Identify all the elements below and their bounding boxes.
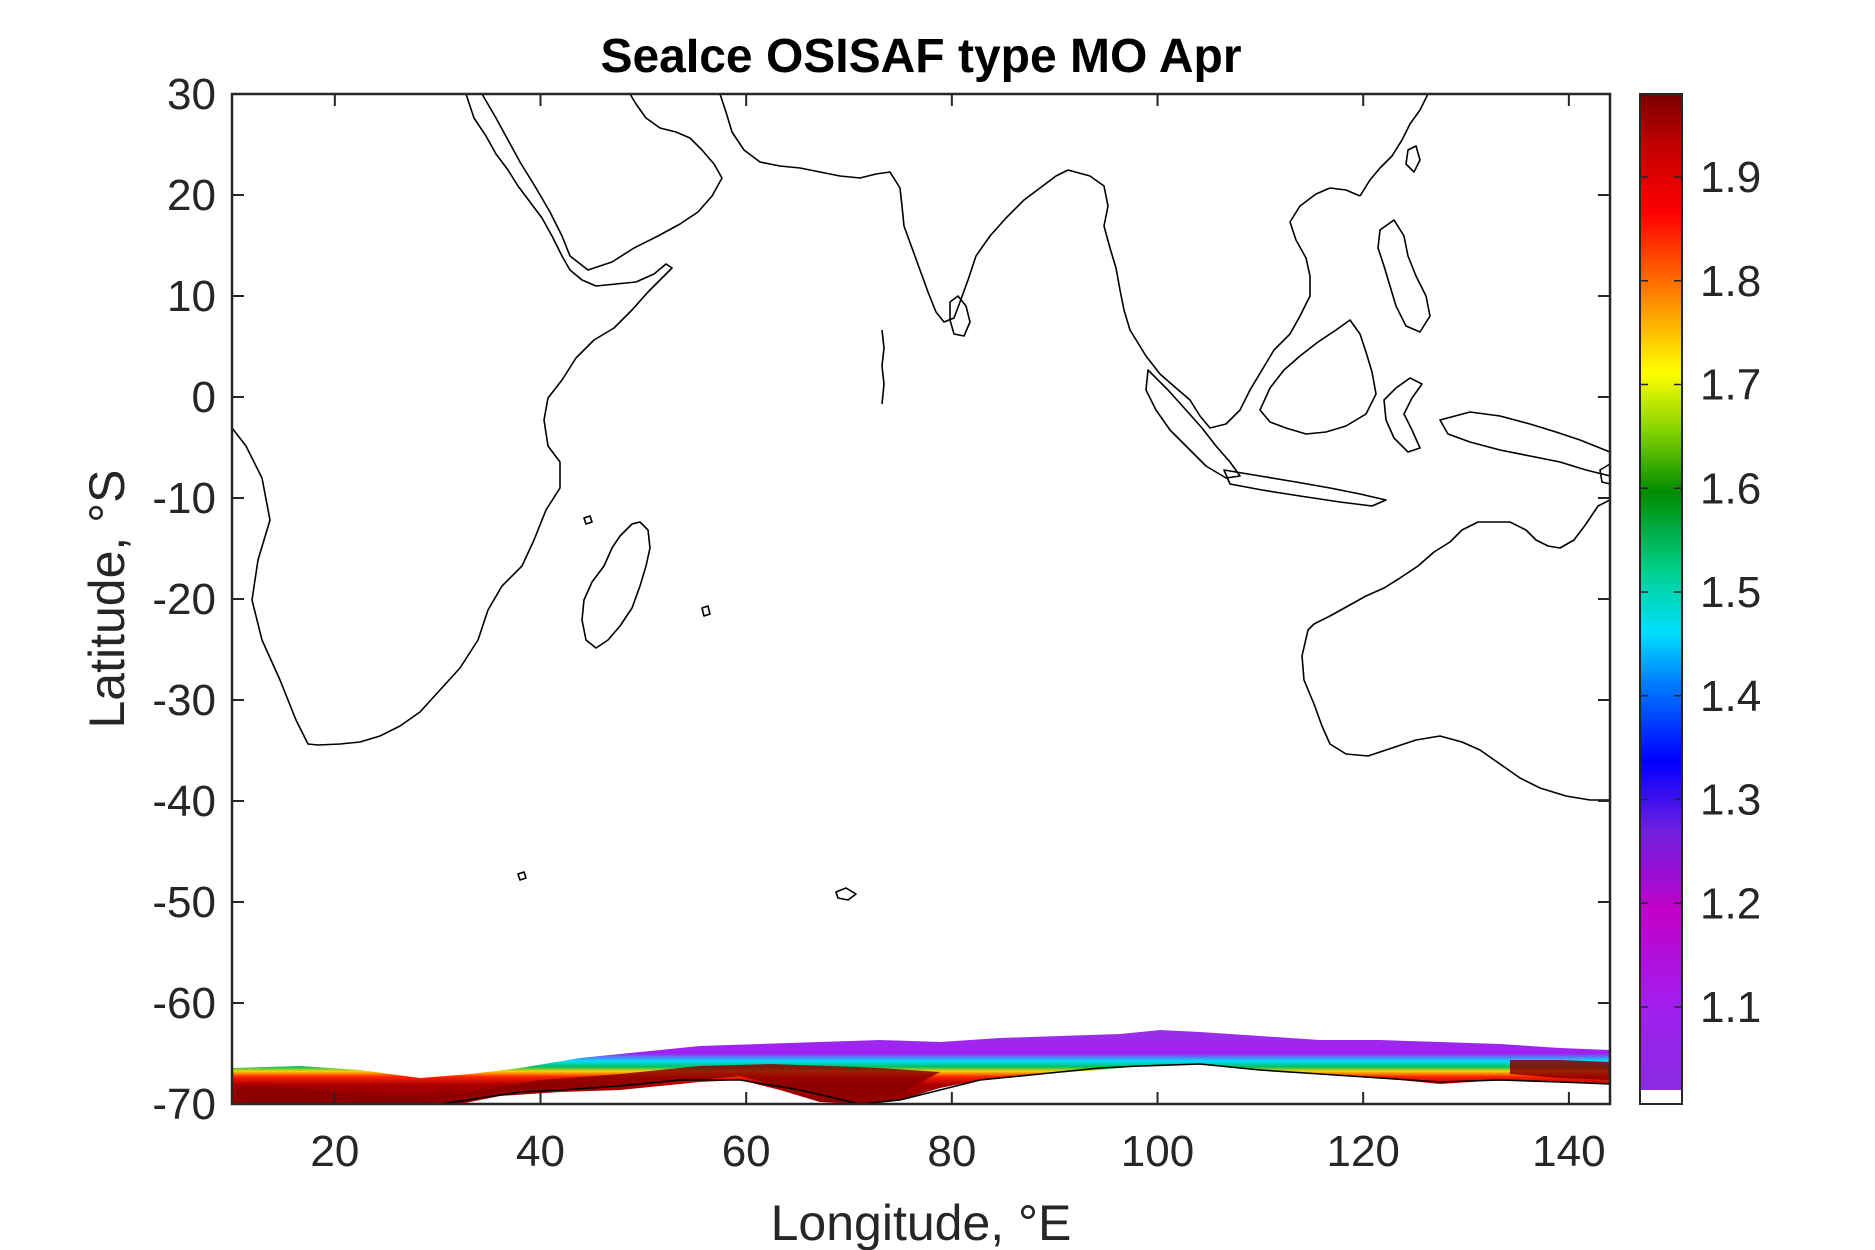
colorbar-tick-label: 1.6 (1700, 464, 1761, 513)
coastline-islands-kerguelen (835, 887, 857, 901)
coastline-islands-crozet (517, 871, 527, 881)
plot-area (232, 94, 1610, 1104)
coastline-newguinea (1439, 411, 1610, 477)
coastline-india (875, 169, 1069, 323)
x-tick-label: 100 (1121, 1127, 1194, 1176)
colorbar-tick-label: 1.5 (1700, 568, 1761, 617)
coastline-seasia (1129, 187, 1361, 429)
x-axis-label: Longitude, °E (771, 1195, 1072, 1250)
coastline-australia (1301, 499, 1610, 801)
coastline-taiwan (1405, 145, 1421, 173)
y-tick-label: 10 (167, 272, 216, 321)
coastline-arabia (481, 94, 723, 271)
y-tick-label: -70 (152, 1080, 216, 1129)
y-tick-label: -60 (152, 979, 216, 1028)
coastline-philippines (1377, 219, 1431, 333)
x-tick-label: 40 (516, 1127, 565, 1176)
colorbar-tick-label: 1.3 (1700, 776, 1761, 825)
y-axis-ticks: 30 20 10 0 -10 -20 -30 -40 -50 -60 -70 (152, 70, 1610, 1129)
colorbar: 1.1 1.2 1.3 1.4 1.5 1.6 1.7 1.8 1.9 (1639, 93, 1761, 1105)
y-tick-label: -30 (152, 676, 216, 725)
coastline-madagascar (581, 521, 651, 649)
sea-ice-core-east (1510, 1060, 1610, 1080)
colorbar-ticks: 1.1 1.2 1.3 1.4 1.5 1.6 1.7 1.8 1.9 (1640, 153, 1761, 1032)
coastline-srilanka (949, 295, 971, 337)
coastline-iran (719, 94, 877, 179)
colorbar-tick-label: 1.8 (1700, 257, 1761, 306)
chart-title: SeaIce OSISAF type MO Apr (600, 30, 1241, 83)
x-axis-ticks: 20 40 60 80 100 120 140 (310, 94, 1606, 1176)
x-tick-label: 140 (1532, 1127, 1605, 1176)
colorbar-tick-label: 1.4 (1700, 672, 1761, 721)
y-tick-label: 20 (167, 171, 216, 220)
y-tick-label: -50 (152, 878, 216, 927)
colorbar-white-bin (1640, 1090, 1682, 1104)
y-tick-label: -10 (152, 474, 216, 523)
y-tick-label: -40 (152, 777, 216, 826)
coastline-africa (232, 94, 673, 746)
y-tick-label: 30 (167, 70, 216, 119)
x-tick-label: 80 (927, 1127, 976, 1176)
colorbar-tick-label: 1.2 (1700, 879, 1761, 928)
x-tick-label: 120 (1326, 1127, 1399, 1176)
coastline-islands-maldives (881, 329, 885, 405)
coastline-islands-mascarene (701, 605, 711, 617)
coastline-small-east (1599, 463, 1610, 485)
coastline-java (1223, 469, 1387, 507)
y-tick-label: -20 (152, 575, 216, 624)
y-axis-label: Latitude, °S (79, 469, 135, 728)
sea-ice-core (236, 1064, 940, 1104)
coastline-islands-comoros (583, 515, 593, 525)
coastline-sulawesi (1383, 377, 1423, 453)
x-tick-label: 20 (310, 1127, 359, 1176)
coastline-sumatra (1145, 369, 1241, 479)
x-tick-label: 60 (722, 1127, 771, 1176)
colorbar-tick-label: 1.1 (1700, 983, 1761, 1032)
colorbar-frame (1639, 93, 1683, 1105)
y-tick-label: 0 (192, 373, 216, 422)
colorbar-tick-label: 1.7 (1700, 361, 1761, 410)
coastlines (232, 94, 1610, 1104)
coastline-antarctica (434, 1063, 1610, 1104)
coastline-myanmar (1067, 169, 1131, 331)
colorbar-tick-label: 1.9 (1700, 153, 1761, 202)
coastline-borneo (1259, 319, 1377, 435)
coastline-china (1359, 94, 1429, 197)
